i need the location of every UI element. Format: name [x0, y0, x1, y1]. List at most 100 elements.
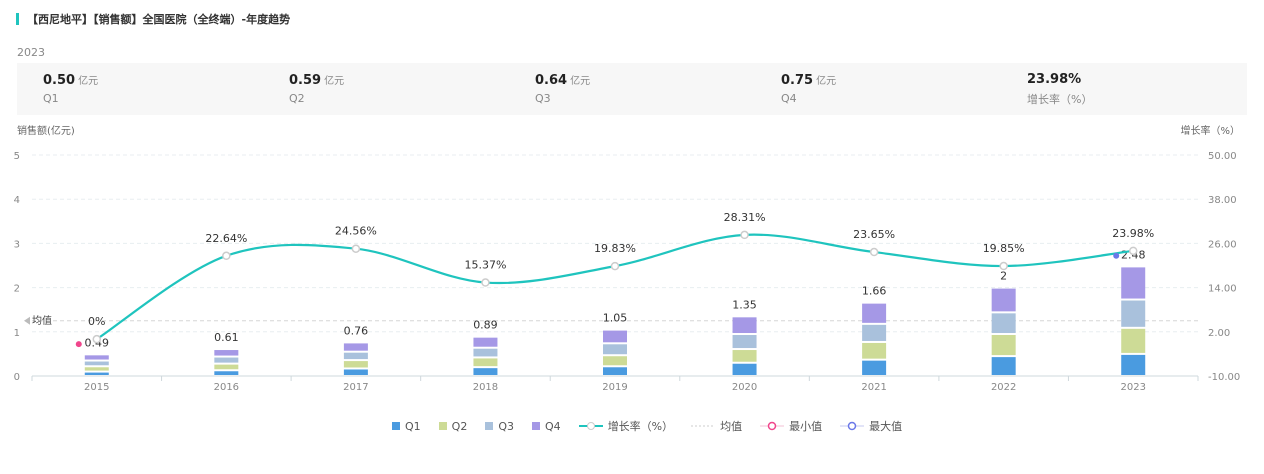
- bar-q2-2019: [603, 356, 627, 366]
- bar-q2-2020: [732, 350, 757, 362]
- legend-max[interactable]: 最大值: [840, 418, 902, 434]
- x-tick-label: 2016: [214, 382, 239, 393]
- x-tick-label: 2023: [1120, 382, 1145, 393]
- growth-point: [481, 278, 490, 287]
- bar-q3-2020: [732, 335, 757, 349]
- kpi-label: Q2: [289, 92, 305, 105]
- legend-q2[interactable]: Q2: [438, 420, 467, 433]
- growth-label: 0%: [88, 315, 105, 328]
- y2-tick-label: 14.00: [1208, 284, 1237, 295]
- growth-label: 23.65%: [853, 228, 895, 241]
- y2-tick-label: 2.00: [1208, 328, 1230, 339]
- growth-point: [92, 334, 102, 344]
- kpi-label: Q4: [781, 92, 797, 105]
- legend-q3[interactable]: Q3: [485, 420, 514, 433]
- title-accent: [16, 13, 19, 25]
- title-text: 【西尼地平】【销售额】全国医院（全终端）-年度趋势: [27, 13, 291, 26]
- bar-q2-2018: [473, 358, 498, 367]
- bar-q3-2019: [603, 344, 627, 355]
- legend-q1[interactable]: Q1: [392, 420, 421, 433]
- bar-q3-2022: [991, 313, 1016, 334]
- growth-point: [222, 251, 231, 261]
- total-label: 0.76: [344, 324, 369, 337]
- bar-q3-2018: [473, 348, 498, 357]
- x-tick-label: 2020: [732, 382, 757, 393]
- bar-q1-2019: [603, 367, 627, 375]
- kpi-4: 23.98% 增长率（%）: [1001, 63, 1247, 115]
- y-tick-label: 3: [14, 239, 20, 250]
- y-axis-title: 销售额(亿元): [17, 124, 75, 137]
- kpi-unit: 亿元: [78, 76, 99, 87]
- y-tick-label: 0: [14, 372, 20, 383]
- y2-tick-label: 26.00: [1208, 239, 1237, 250]
- bar-q4-2016: [214, 350, 239, 356]
- bar-q4-2019: [603, 330, 627, 343]
- bar-q4-2015: [84, 355, 109, 360]
- y-tick-label: 1: [14, 328, 20, 339]
- total-label: 1.35: [732, 298, 757, 311]
- bar-q4-2017: [343, 343, 368, 351]
- bar-q1-2020: [732, 363, 757, 375]
- growth-point: [740, 230, 749, 240]
- legend-growth[interactable]: 增长率（%）: [578, 418, 673, 434]
- mean-marker-icon: [24, 316, 30, 325]
- bar-q2-2016: [214, 364, 239, 370]
- growth-label: 15.37%: [464, 259, 506, 272]
- x-tick-label: 2019: [602, 382, 627, 393]
- growth-label: 23.98%: [1112, 227, 1154, 240]
- growth-label: 28.31%: [724, 211, 766, 224]
- bar-q4-2021: [862, 303, 887, 323]
- bar-q1-2023: [1121, 354, 1146, 375]
- growth-label: 24.56%: [335, 225, 377, 238]
- bar-q1-2017: [343, 369, 368, 375]
- legend-min[interactable]: 最小值: [760, 418, 822, 434]
- bar-q4-2022: [991, 288, 1016, 312]
- x-tick-label: 2018: [473, 382, 498, 393]
- bar-q4-2020: [732, 317, 757, 334]
- bar-q2-2022: [991, 335, 1016, 356]
- total-label: 1.66: [862, 285, 887, 298]
- kpi-value: 0.64 亿元: [535, 73, 591, 88]
- x-tick-label: 2017: [343, 382, 368, 393]
- chart-title: 【西尼地平】【销售额】全国医院（全终端）-年度趋势: [16, 11, 290, 27]
- y2-tick-label: 50.00: [1208, 151, 1237, 162]
- growth-label: 19.85%: [983, 242, 1025, 255]
- kpi-label: Q1: [43, 92, 59, 105]
- bar-q2-2023: [1121, 328, 1146, 353]
- bar-q1-2018: [473, 368, 498, 375]
- x-tick-label: 2022: [991, 382, 1016, 393]
- y-tick-label: 2: [14, 284, 20, 295]
- kpi-label: Q3: [535, 92, 551, 105]
- bar-q4-2018: [473, 337, 498, 347]
- y2-tick-label: -10.00: [1208, 372, 1240, 383]
- kpi-value: 0.59 亿元: [289, 73, 345, 88]
- bar-q2-2017: [343, 361, 368, 368]
- bar-q1-2016: [214, 371, 239, 375]
- kpi-unit: 亿元: [324, 76, 345, 87]
- growth-point: [869, 247, 879, 257]
- kpi-value: 0.75 亿元: [781, 73, 837, 88]
- bar-q3-2017: [343, 352, 368, 360]
- bar-q3-2023: [1121, 300, 1146, 327]
- bar-q2-2021: [862, 342, 887, 359]
- y2-tick-label: 38.00: [1208, 195, 1237, 206]
- growth-point: [1128, 246, 1138, 256]
- bar-q3-2021: [862, 324, 887, 341]
- kpi-0: 0.50 亿元 Q1: [17, 63, 263, 115]
- min-marker: [75, 341, 82, 348]
- total-label: 2: [1000, 270, 1007, 283]
- legend-q4[interactable]: Q4: [532, 420, 561, 433]
- kpi-unit: 亿元: [816, 76, 837, 87]
- y2-axis-title: 增长率（%）: [1180, 124, 1240, 137]
- growth-label: 19.83%: [594, 242, 636, 255]
- growth-point: [999, 261, 1008, 271]
- growth-label: 22.64%: [205, 232, 247, 245]
- kpi-unit: 亿元: [570, 76, 591, 87]
- x-tick-label: 2015: [84, 382, 109, 393]
- legend-mean[interactable]: 均值: [691, 420, 743, 433]
- mean-label: 均值: [32, 314, 52, 327]
- bar-q3-2015: [84, 361, 109, 366]
- growth-point: [351, 244, 361, 253]
- legend: Q1 Q2 Q3 Q4 增长率（%） 均值 最小值 最大值: [392, 418, 902, 434]
